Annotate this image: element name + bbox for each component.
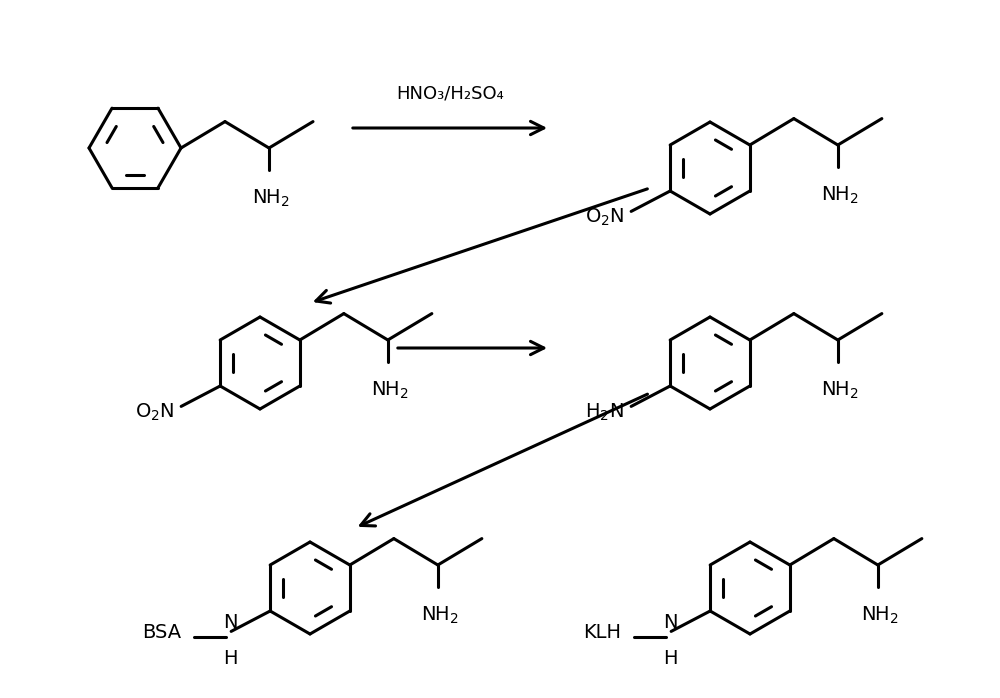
Text: NH$_2$: NH$_2$: [371, 380, 409, 401]
Text: KLH: KLH: [583, 623, 621, 642]
Text: N: N: [223, 614, 237, 632]
Text: NH$_2$: NH$_2$: [421, 604, 459, 626]
Text: NH$_2$: NH$_2$: [821, 185, 859, 206]
Text: N: N: [663, 614, 677, 632]
Text: O$_2$N: O$_2$N: [135, 402, 174, 423]
Text: H: H: [663, 649, 677, 669]
Text: NH$_2$: NH$_2$: [252, 188, 290, 209]
Text: O$_2$N: O$_2$N: [585, 207, 624, 228]
Text: BSA: BSA: [142, 623, 181, 642]
Text: H$_2$N: H$_2$N: [585, 402, 624, 423]
Text: NH$_2$: NH$_2$: [821, 380, 859, 401]
Text: H: H: [223, 649, 237, 669]
Text: HNO₃/H₂SO₄: HNO₃/H₂SO₄: [396, 84, 504, 102]
Text: NH$_2$: NH$_2$: [861, 604, 899, 626]
